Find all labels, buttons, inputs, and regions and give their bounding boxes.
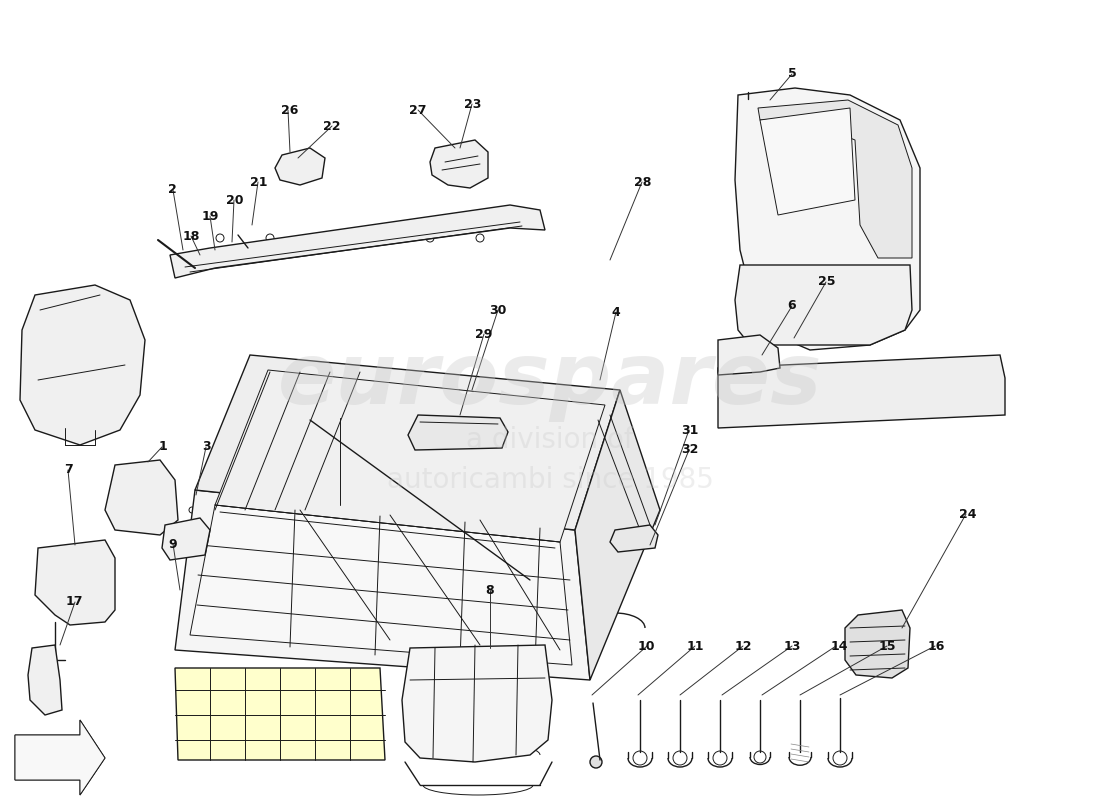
Polygon shape xyxy=(190,505,572,665)
Polygon shape xyxy=(170,205,544,278)
Text: 18: 18 xyxy=(183,230,200,242)
Polygon shape xyxy=(758,100,912,258)
Polygon shape xyxy=(28,645,62,715)
Polygon shape xyxy=(35,540,116,625)
Text: 19: 19 xyxy=(201,210,219,222)
Text: eurospares: eurospares xyxy=(277,338,823,422)
Polygon shape xyxy=(104,460,178,535)
Polygon shape xyxy=(214,370,605,542)
Polygon shape xyxy=(175,668,385,760)
Text: 4: 4 xyxy=(612,306,620,318)
Text: 21: 21 xyxy=(250,176,267,189)
Text: 23: 23 xyxy=(464,98,482,110)
Text: a division of
autoricambi since 1985: a division of autoricambi since 1985 xyxy=(386,426,714,494)
Text: 14: 14 xyxy=(830,640,848,653)
Text: 13: 13 xyxy=(783,640,801,653)
Text: 7: 7 xyxy=(64,463,73,476)
Text: 25: 25 xyxy=(818,275,836,288)
Text: 5: 5 xyxy=(788,67,796,80)
Circle shape xyxy=(450,410,460,420)
Polygon shape xyxy=(718,355,1005,428)
Polygon shape xyxy=(610,525,658,552)
Polygon shape xyxy=(408,415,508,450)
Polygon shape xyxy=(20,285,145,445)
Text: 2: 2 xyxy=(168,183,177,196)
Text: 28: 28 xyxy=(634,176,651,189)
Text: 6: 6 xyxy=(788,299,796,312)
Polygon shape xyxy=(760,108,855,215)
Polygon shape xyxy=(735,265,912,345)
Text: 8: 8 xyxy=(485,584,494,597)
Text: 3: 3 xyxy=(202,440,211,453)
Polygon shape xyxy=(718,335,780,375)
Polygon shape xyxy=(15,720,105,795)
Text: 15: 15 xyxy=(879,640,896,653)
Polygon shape xyxy=(162,518,210,560)
Text: 27: 27 xyxy=(409,104,427,117)
Text: 17: 17 xyxy=(66,595,84,608)
Text: 11: 11 xyxy=(686,640,704,653)
Circle shape xyxy=(590,756,602,768)
Text: 12: 12 xyxy=(735,640,752,653)
Text: 32: 32 xyxy=(681,443,698,456)
Polygon shape xyxy=(735,88,920,350)
Polygon shape xyxy=(275,148,324,185)
Circle shape xyxy=(742,99,754,111)
Text: 26: 26 xyxy=(280,104,298,117)
Polygon shape xyxy=(430,140,488,188)
Text: 22: 22 xyxy=(323,120,341,133)
Text: 1: 1 xyxy=(158,440,167,453)
Text: 9: 9 xyxy=(168,538,177,550)
Polygon shape xyxy=(175,490,590,680)
Text: 16: 16 xyxy=(927,640,945,653)
Text: 30: 30 xyxy=(490,304,507,317)
Text: 29: 29 xyxy=(475,328,493,341)
Text: 31: 31 xyxy=(681,424,698,437)
Polygon shape xyxy=(195,355,620,530)
Text: 20: 20 xyxy=(226,194,243,206)
Text: 24: 24 xyxy=(959,508,977,521)
Text: 10: 10 xyxy=(638,640,656,653)
Polygon shape xyxy=(575,390,660,680)
Polygon shape xyxy=(402,645,552,762)
Polygon shape xyxy=(845,610,910,678)
